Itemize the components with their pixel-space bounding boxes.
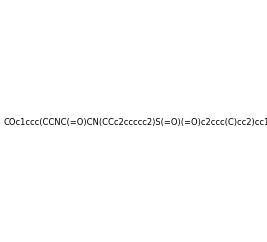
Text: COc1ccc(CCNC(=O)CN(CCc2ccccc2)S(=O)(=O)c2ccc(C)cc2)cc1: COc1ccc(CCNC(=O)CN(CCc2ccccc2)S(=O)(=O)c… xyxy=(4,118,267,127)
